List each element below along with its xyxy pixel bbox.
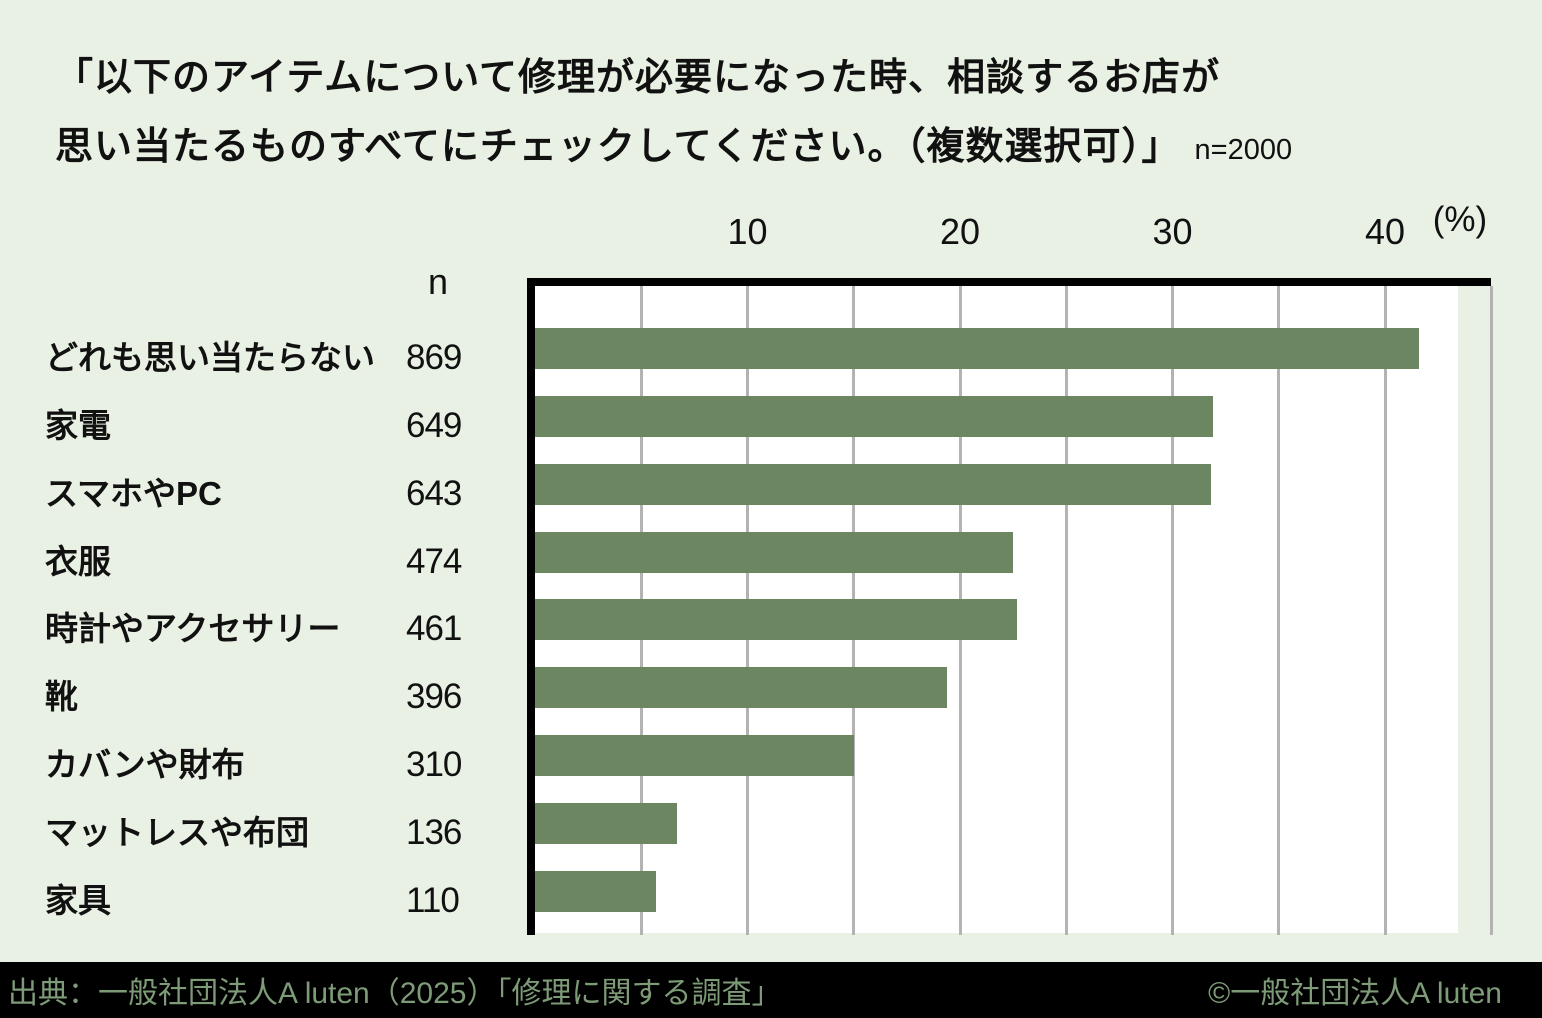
- category-label-1: どれも思い当たらない: [45, 339, 375, 376]
- gridline-25: [1064, 286, 1068, 935]
- category-label-5: 時計やアクセサリー: [45, 610, 341, 647]
- gridline-30: [1171, 286, 1174, 935]
- n-value-1: 869: [406, 338, 462, 377]
- n-value-8: 136: [406, 813, 462, 852]
- copyright-text: ©一般社団法人A luten: [1208, 977, 1502, 1010]
- x-tick-label-40: 40: [1364, 211, 1406, 252]
- bar-3: [535, 464, 1211, 505]
- category-label-2: 家電: [45, 407, 111, 444]
- n-value-2: 649: [406, 406, 462, 445]
- n-value-3: 643: [406, 474, 462, 513]
- survey-question-title: 「以下のアイテムについて修理が必要になった時、相談するお店が 思い当たるものすべ…: [55, 44, 1292, 185]
- category-label-3: スマホやPC: [45, 475, 222, 512]
- bar-4: [535, 532, 1013, 573]
- n-value-5: 461: [406, 609, 462, 648]
- x-tick-label-30: 30: [1152, 211, 1193, 252]
- bar-1: [535, 328, 1419, 369]
- n-value-6: 396: [406, 677, 462, 716]
- n-value-4: 474: [406, 542, 462, 581]
- x-tick-label-20: 20: [939, 211, 981, 252]
- bar-5: [535, 599, 1017, 640]
- percent-unit-label: (%): [1432, 200, 1488, 239]
- title-line-1: 「以下のアイテムについて修理が必要になった時、相談するお店が: [55, 57, 1221, 99]
- y-axis-line: [527, 278, 535, 935]
- category-label-7: カバンや財布: [45, 746, 245, 783]
- gridline-45: [1489, 286, 1493, 935]
- category-label-8: マットレスや布団: [45, 814, 309, 851]
- sample-size-label: n=2000: [1194, 134, 1293, 166]
- title-line-2: 思い当たるものすべてにチェックしてください。（複数選択可）」 n=2000: [55, 113, 1292, 185]
- bar-6: [535, 667, 947, 708]
- category-label-9: 家具: [45, 882, 111, 919]
- bar-9: [535, 871, 656, 912]
- category-label-6: 靴: [45, 678, 78, 715]
- bar-7: [535, 735, 854, 776]
- n-column-header: n: [427, 261, 449, 302]
- title-line-2-text: 思い当たるものすべてにチェックしてください。（複数選択可）」: [55, 126, 1181, 168]
- n-value-9: 110: [406, 881, 460, 920]
- category-label-4: 衣服: [45, 543, 111, 580]
- source-text: 出典：一般社団法人A luten（2025）「修理に関する調査」: [8, 977, 782, 1010]
- x-axis-line: [527, 278, 1491, 286]
- n-value-7: 310: [406, 745, 462, 784]
- footer-bar: 出典：一般社団法人A luten（2025）「修理に関する調査」 ©一般社団法人…: [0, 962, 1542, 1018]
- bar-8: [535, 803, 677, 844]
- gridline-40: [1383, 286, 1387, 935]
- bar-2: [535, 396, 1213, 437]
- x-tick-label-10: 10: [727, 211, 768, 252]
- gridline-35: [1277, 286, 1281, 935]
